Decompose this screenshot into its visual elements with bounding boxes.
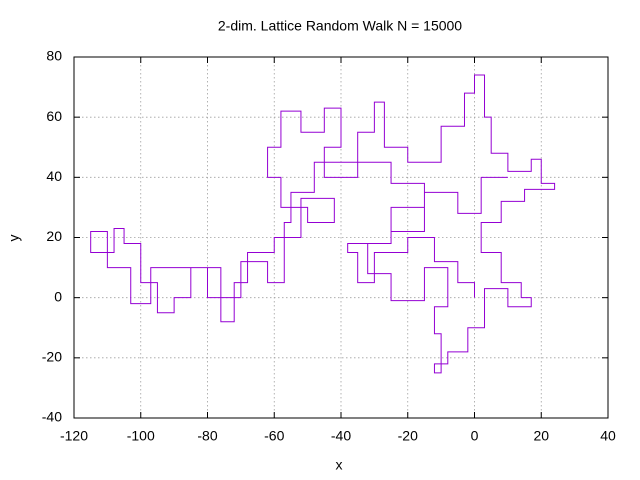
x-tick-label: -120 [60, 428, 88, 444]
plot-frame [73, 56, 609, 419]
y-tick-label: 20 [46, 228, 62, 244]
x-tick-label: 40 [600, 428, 616, 444]
x-tick-label: -100 [127, 428, 155, 444]
x-tick-label: -60 [264, 428, 284, 444]
y-tick-label: 80 [46, 48, 62, 64]
y-tick-label: 40 [46, 168, 62, 184]
x-tick-label: -20 [398, 428, 418, 444]
y-tick-label: -40 [42, 409, 62, 425]
chart-title: 2-dim. Lattice Random Walk N = 15000 [218, 18, 462, 34]
x-tick-label: 20 [533, 428, 549, 444]
x-tick-label: 0 [471, 428, 479, 444]
x-tick-label: -40 [331, 428, 351, 444]
x-tick-label: -80 [197, 428, 217, 444]
walk-line [90, 74, 556, 374]
y-tick-label: -20 [42, 349, 62, 365]
y-tick-label: 0 [54, 288, 62, 304]
y-axis-label: y [6, 235, 22, 242]
y-tick-label: 60 [46, 108, 62, 124]
x-axis-label: x [336, 457, 343, 473]
